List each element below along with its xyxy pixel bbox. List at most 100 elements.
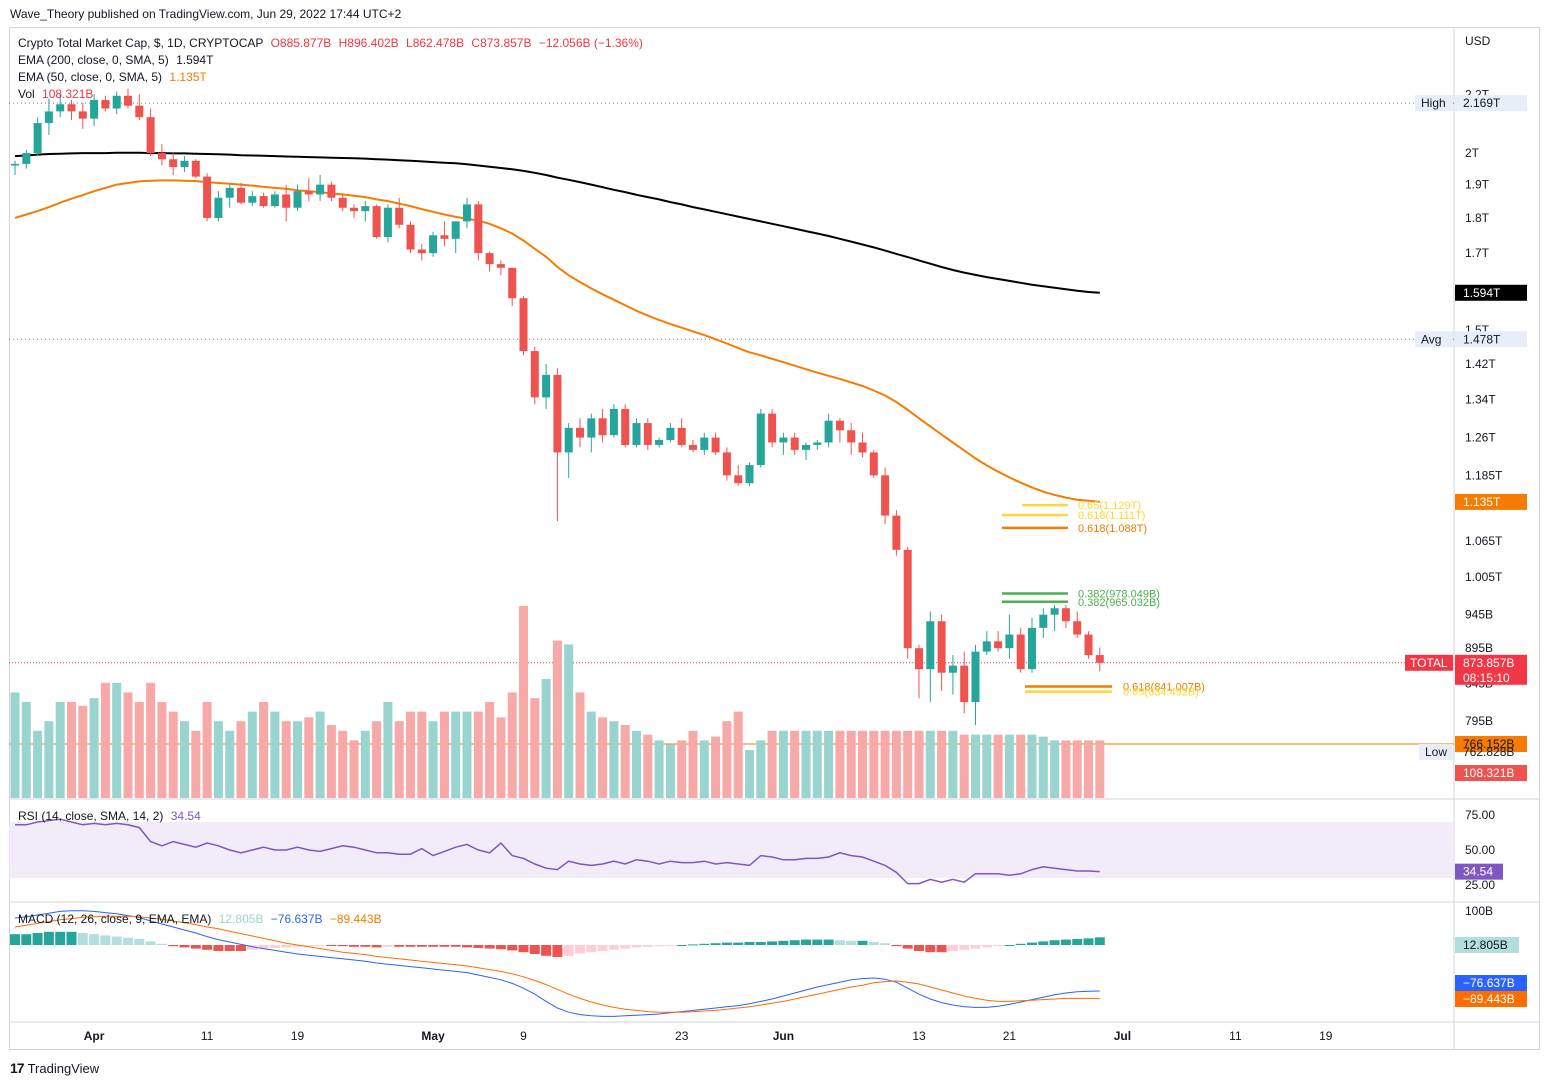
- macd-histogram-bar: [337, 945, 348, 947]
- candle-body: [270, 194, 279, 207]
- candle-body: [926, 621, 935, 670]
- candle-body: [813, 442, 822, 445]
- vol-value: 108.321B: [42, 87, 94, 101]
- macd-histogram-bar: [914, 945, 924, 951]
- volume-bar: [315, 711, 325, 798]
- x-axis-label: Jul: [1114, 1029, 1131, 1043]
- x-axis-label: 9: [520, 1029, 527, 1043]
- price-axis-label: 2T: [1465, 146, 1480, 160]
- volume-bar: [620, 725, 630, 798]
- macd-histogram-bar: [721, 942, 732, 945]
- candle-body: [1005, 634, 1014, 649]
- macd-histogram-bar: [10, 934, 20, 945]
- macd-histogram-bar: [371, 945, 382, 948]
- volume-bar: [530, 698, 540, 798]
- candle-body: [756, 413, 765, 466]
- volume-bar: [711, 736, 721, 798]
- candle-body: [135, 105, 144, 118]
- volume-bar: [462, 711, 472, 798]
- candle-body: [689, 444, 697, 450]
- macd-histogram-bar: [1094, 937, 1105, 945]
- avg-tag-bg: [1455, 331, 1527, 348]
- rsi-tag-bg: [1455, 863, 1503, 880]
- macd-histogram-bar: [428, 945, 439, 947]
- volume-bar: [891, 730, 901, 798]
- macd-histogram-bar: [247, 945, 258, 950]
- volume-bar: [1061, 740, 1071, 798]
- candle-body: [643, 423, 652, 445]
- macd-histogram-bar: [529, 945, 540, 954]
- volume-bar: [654, 740, 664, 798]
- macd-histogram-bar: [902, 945, 913, 949]
- macd-histogram-bar: [405, 945, 416, 947]
- candle-body: [203, 176, 212, 218]
- candle-body: [519, 298, 528, 352]
- macd-histogram-bar: [1038, 941, 1049, 945]
- candle-body: [1016, 634, 1025, 670]
- candle-body: [180, 160, 189, 168]
- support-tag: 766.152B: [1463, 737, 1514, 751]
- candle-body: [835, 420, 844, 431]
- candle-body: [869, 452, 878, 476]
- volume-bar: [1004, 734, 1014, 798]
- volume-bar: [1027, 734, 1037, 798]
- x-axis-label: 21: [1003, 1029, 1017, 1043]
- volume-bar: [360, 730, 370, 798]
- macd-histogram-bar: [575, 945, 585, 954]
- candle-body: [496, 264, 505, 268]
- x-axis-label: 23: [675, 1029, 689, 1043]
- volume-bar: [33, 730, 43, 798]
- candle-body: [406, 224, 415, 250]
- candle-body: [214, 197, 223, 218]
- avg-label: Avg: [1421, 332, 1441, 346]
- volume-bar: [67, 702, 76, 798]
- candle-body: [847, 430, 856, 443]
- candle-body: [802, 444, 810, 450]
- signal-tag-bg: [1455, 991, 1527, 1007]
- macd-histogram-bar: [495, 945, 506, 950]
- candle-body: [564, 427, 573, 453]
- candle-body: [768, 413, 777, 443]
- ema50-tag-bg: [1455, 493, 1527, 510]
- volume-bar: [338, 730, 348, 798]
- macd-histogram-bar: [382, 945, 393, 947]
- candle-body: [78, 111, 87, 119]
- volume-bar: [824, 730, 834, 798]
- volume-bar: [880, 730, 890, 798]
- avg-label-bg: [1415, 331, 1453, 348]
- candle-body: [666, 427, 675, 441]
- macd-histogram-bar: [111, 936, 122, 945]
- macd-histogram-bar: [1060, 939, 1071, 945]
- candle-body: [632, 423, 641, 445]
- macd-histogram-bar: [518, 945, 529, 953]
- volume-bar: [643, 734, 653, 798]
- macd-histogram-bar: [315, 945, 326, 946]
- candle-body: [1073, 621, 1082, 635]
- macd-histogram-bar: [699, 943, 710, 945]
- macd-signal-value: −89.443B: [329, 912, 382, 926]
- macd-value: −76.637B: [270, 912, 323, 926]
- tradingview-logo[interactable]: 17 TradingView: [10, 1060, 99, 1076]
- volume-bar: [790, 730, 800, 798]
- volume-bar: [869, 730, 879, 798]
- candle-body: [824, 420, 833, 443]
- low-tag: 762.828B: [1463, 745, 1514, 759]
- candle-body: [338, 197, 347, 208]
- volume-bar: [293, 721, 302, 798]
- x-axis-label: 11: [201, 1029, 214, 1043]
- macd-histogram-bar: [834, 940, 845, 945]
- macd-histogram-bar: [676, 945, 687, 946]
- candle-body: [372, 206, 381, 238]
- macd-histogram-bar: [168, 945, 179, 947]
- rsi-band: [9, 822, 1454, 878]
- macd-histogram-bar: [631, 945, 642, 948]
- ema50-value: 1.135T: [169, 70, 207, 84]
- open-value: O885.877B: [270, 36, 332, 50]
- volume-bar: [801, 730, 811, 798]
- candle-body: [1039, 614, 1048, 628]
- macd-histogram-bar: [947, 945, 958, 951]
- macd-histogram-bar: [43, 931, 54, 945]
- volume-bar: [914, 730, 924, 798]
- volume-bar: [304, 717, 314, 798]
